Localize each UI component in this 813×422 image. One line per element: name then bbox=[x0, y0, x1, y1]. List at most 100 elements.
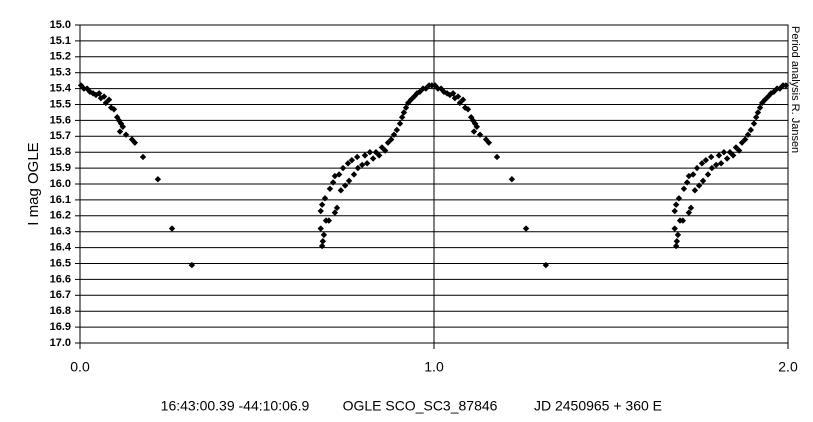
data-point bbox=[723, 155, 731, 162]
data-point bbox=[750, 120, 758, 127]
data-point bbox=[715, 152, 723, 159]
caption: OGLE SCO_SC3_87846 bbox=[343, 398, 498, 414]
data-point bbox=[319, 238, 327, 245]
data-point bbox=[673, 238, 681, 245]
data-point bbox=[390, 131, 398, 138]
data-point bbox=[437, 85, 445, 92]
data-point bbox=[102, 99, 110, 107]
data-point bbox=[702, 156, 710, 164]
data-point bbox=[671, 225, 678, 232]
data-point bbox=[671, 207, 678, 215]
data-point bbox=[758, 99, 766, 107]
y-tick-label: 16.5 bbox=[50, 257, 71, 269]
data-point bbox=[329, 179, 337, 186]
y-tick-label: 15.8 bbox=[50, 146, 71, 158]
data-point bbox=[776, 85, 784, 92]
y-tick-label: 15.0 bbox=[50, 19, 71, 31]
data-point bbox=[459, 96, 467, 103]
data-point bbox=[381, 147, 389, 154]
data-point bbox=[105, 96, 113, 103]
data-point bbox=[672, 242, 680, 250]
data-point bbox=[693, 164, 701, 172]
y-tick-label: 15.9 bbox=[50, 162, 71, 174]
data-point bbox=[720, 149, 728, 156]
caption: 16:43:00.39 -44:10:06.9 bbox=[161, 398, 310, 414]
data-point bbox=[764, 93, 772, 100]
x-tick-label: 0.0 bbox=[70, 359, 90, 375]
y-tick-label: 15.6 bbox=[50, 114, 71, 126]
data-point bbox=[470, 128, 478, 135]
data-point bbox=[767, 90, 775, 97]
data-point bbox=[735, 147, 743, 154]
y-tick-label: 15.4 bbox=[50, 83, 72, 95]
data-point bbox=[402, 104, 410, 111]
y-axis-label: I mag OGLE bbox=[25, 142, 42, 225]
data-point bbox=[348, 156, 356, 164]
data-point bbox=[345, 177, 353, 185]
y-tick-label: 16.3 bbox=[50, 226, 71, 238]
data-point bbox=[454, 93, 462, 100]
data-point bbox=[131, 139, 139, 146]
data-point bbox=[522, 225, 530, 232]
data-point bbox=[361, 152, 369, 159]
data-point bbox=[680, 185, 688, 192]
data-point bbox=[464, 106, 472, 113]
data-point bbox=[747, 126, 755, 134]
data-point bbox=[683, 179, 691, 186]
data-point bbox=[687, 204, 695, 212]
data-point bbox=[413, 90, 421, 97]
y-tick-label: 16.2 bbox=[50, 210, 71, 222]
data-point bbox=[83, 85, 91, 92]
data-point bbox=[100, 93, 108, 100]
data-point bbox=[717, 160, 725, 167]
data-point bbox=[752, 114, 760, 121]
data-point bbox=[354, 164, 362, 172]
data-point bbox=[318, 242, 326, 250]
data-point bbox=[449, 90, 457, 97]
data-point bbox=[485, 139, 493, 146]
data-point bbox=[116, 128, 124, 135]
data-point bbox=[404, 99, 412, 107]
data-point bbox=[542, 261, 550, 269]
data-point bbox=[674, 231, 682, 239]
data-point bbox=[339, 164, 347, 172]
data-point bbox=[168, 225, 176, 232]
data-point bbox=[317, 207, 324, 215]
data-point bbox=[113, 114, 121, 121]
data-point bbox=[708, 164, 716, 172]
data-point bbox=[110, 106, 118, 113]
data-point bbox=[738, 139, 746, 146]
data-point bbox=[782, 82, 790, 89]
x-tick-label: 2.0 bbox=[778, 359, 798, 375]
y-tick-label: 16.0 bbox=[50, 178, 71, 190]
y-tick-label: 17.0 bbox=[50, 337, 71, 349]
data-point bbox=[396, 120, 404, 127]
data-point bbox=[358, 161, 366, 169]
y-tick-label: 16.4 bbox=[50, 242, 72, 254]
data-point bbox=[741, 136, 749, 143]
data-point bbox=[473, 123, 481, 130]
data-point bbox=[335, 171, 343, 178]
data-point bbox=[95, 90, 103, 97]
data-point bbox=[410, 93, 418, 100]
y-tick-label: 15.3 bbox=[50, 67, 71, 79]
data-point bbox=[318, 201, 326, 208]
data-point bbox=[754, 109, 762, 116]
data-point bbox=[344, 160, 352, 167]
data-point bbox=[188, 261, 196, 269]
data-point bbox=[398, 114, 406, 121]
data-point bbox=[317, 225, 324, 232]
y-tick-label: 16.6 bbox=[50, 273, 71, 285]
data-point bbox=[756, 104, 764, 111]
y-tick-label: 16.9 bbox=[50, 321, 71, 333]
data-point bbox=[672, 201, 680, 208]
data-point bbox=[695, 182, 703, 189]
data-point bbox=[493, 153, 501, 161]
data-point bbox=[139, 153, 147, 161]
data-point bbox=[353, 153, 361, 161]
data-point bbox=[691, 187, 699, 194]
caption: JD 2450965 + 360 E bbox=[534, 398, 662, 414]
data-point bbox=[333, 204, 341, 212]
data-point bbox=[122, 131, 130, 138]
